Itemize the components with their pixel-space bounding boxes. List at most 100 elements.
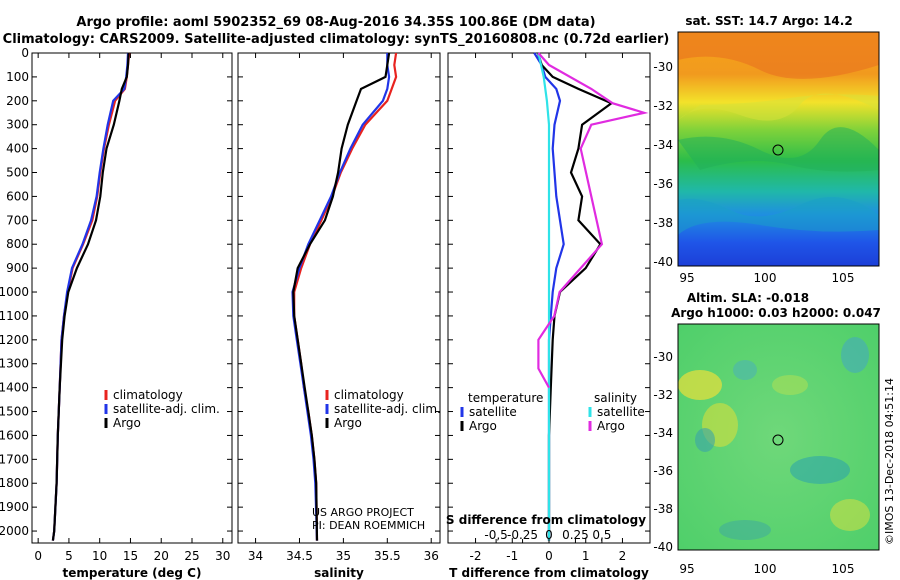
- x-tick-label: 2: [619, 549, 627, 563]
- depth-tick-label: 1800: [0, 476, 29, 490]
- sla-ytick: -32: [653, 388, 673, 402]
- legend-title: salinity: [594, 391, 637, 405]
- title-line1: Argo profile: aoml 5902352_69 08-Aug-201…: [76, 15, 595, 30]
- x-tick-label: 0: [545, 549, 553, 563]
- x-tick-label: 15: [123, 549, 138, 563]
- depth-tick-label: 200: [6, 94, 29, 108]
- sst-xtick: 100: [754, 271, 777, 285]
- depth-tick-label: 1900: [0, 500, 29, 514]
- series-s-satellite: [537, 52, 551, 541]
- legend-label: Argo: [469, 419, 497, 433]
- x-tick-label: 35.5: [374, 549, 401, 563]
- x-tick-label: 1: [582, 549, 590, 563]
- x-tick-label: 34.5: [286, 549, 313, 563]
- depth-tick-label: 100: [6, 70, 29, 84]
- sst-map-ticks: -30 -32 -34 -36 -38 -40 95 100 105: [653, 60, 854, 285]
- sst-ytick: -40: [653, 255, 673, 269]
- sla-ytick: -30: [653, 350, 673, 364]
- series-argo: [292, 52, 391, 541]
- series-argo: [51, 52, 130, 541]
- sla-map-title: Altim. SLA: -0.018: [687, 291, 809, 305]
- x-tick-label: 30: [215, 549, 230, 563]
- legend-label: climatology: [113, 388, 183, 402]
- x-tick-label: 25: [184, 549, 199, 563]
- sst-ytick: -38: [653, 216, 673, 230]
- sla-ytick: -36: [653, 464, 673, 478]
- x-tick-label: 10: [92, 549, 107, 563]
- depth-tick-label: 1300: [0, 357, 29, 371]
- x-tick-label: 20: [154, 549, 169, 563]
- depth-tick-label: 1500: [0, 405, 29, 419]
- depth-tick-label: 0: [21, 46, 29, 60]
- sla-xtick: 100: [754, 562, 777, 576]
- legend-label: Argo: [113, 416, 141, 430]
- depth-tick-label: 2000: [0, 524, 29, 538]
- legend-label: satellite: [469, 405, 517, 419]
- sla-ytick: -40: [653, 540, 673, 554]
- series-satellite-adj-clim-: [291, 53, 391, 541]
- sla-ytick: -38: [653, 502, 673, 516]
- depth-tick-label: 1100: [0, 309, 29, 323]
- depth-tick-label: 900: [6, 261, 29, 275]
- sst-ytick: -36: [653, 177, 673, 191]
- depth-tick-label: 1400: [0, 381, 29, 395]
- series-s-argo: [537, 52, 649, 389]
- sst-ytick: -32: [653, 99, 673, 113]
- legend-title: temperature: [468, 391, 543, 405]
- depth-tick-label: 400: [6, 142, 29, 156]
- depth-tick-label: 800: [6, 237, 29, 251]
- x-axis-label: salinity: [314, 566, 364, 580]
- temperature-profile-panel: 0100200300400500600700800900100011001200…: [0, 46, 233, 580]
- salinity-profile-panel: 34 34.5 35 35.5 36 salinity climatologysatelli…: [237, 52, 441, 580]
- depth-tick-label: 1200: [0, 333, 29, 347]
- sla-map-argo-marker: [772, 434, 784, 446]
- secondary-tick-label: 0,5: [592, 528, 611, 542]
- secondary-axis-label: S difference from climatology: [446, 513, 646, 527]
- x-tick-label: 36: [424, 549, 439, 563]
- legend-label: Argo: [334, 416, 362, 430]
- depth-tick-label: 1000: [0, 285, 29, 299]
- sst-map-frame: [677, 31, 880, 267]
- sla-xtick: 95: [679, 562, 694, 576]
- x-axis-label: temperature (deg C): [63, 566, 202, 580]
- depth-tick-label: 300: [6, 118, 29, 132]
- difference-profile-panel: -2 -1 0 1 2 T difference from climatology temp…: [446, 52, 651, 580]
- x-tick-label: 5: [65, 549, 73, 563]
- sst-xtick: 95: [679, 271, 694, 285]
- depth-tick-label: 600: [6, 189, 29, 203]
- title-line2: Climatology: CARS2009. Satellite-adjuste…: [3, 32, 670, 47]
- annotation-text: PI: DEAN ROEMMICH: [312, 519, 425, 532]
- sla-xtick: 105: [832, 562, 855, 576]
- x-tick-label: -1: [506, 549, 518, 563]
- sla-map: Altim. SLA: -0.018 Argo h1000: 0.03 h200…: [653, 291, 881, 576]
- sst-map-argo-marker: [772, 144, 784, 156]
- plot-frame: [237, 52, 441, 544]
- sst-ytick: -34: [653, 138, 673, 152]
- secondary-tick-label: 0.25: [562, 528, 589, 542]
- depth-tick-label: 500: [6, 166, 29, 180]
- x-tick-label: 34: [248, 549, 263, 563]
- depth-tick-label: 700: [6, 213, 29, 227]
- x-tick-label: -2: [470, 549, 482, 563]
- sla-ytick: -34: [653, 426, 673, 440]
- sla-map-frame: [677, 323, 880, 551]
- legend-label: Argo: [597, 419, 625, 433]
- x-tick-label: 35: [336, 549, 351, 563]
- legend-label: satellite-adj. clim.: [113, 402, 220, 416]
- secondary-tick-label: -0.25: [507, 528, 538, 542]
- sst-map-title: sat. SST: 14.7 Argo: 14.2: [685, 14, 852, 28]
- x-axis-label: T difference from climatology: [449, 566, 649, 580]
- depth-tick-label: 1700: [0, 452, 29, 466]
- series-satellite-adj-clim-: [51, 52, 130, 541]
- sst-xtick: 105: [832, 271, 855, 285]
- legend-label: climatology: [334, 388, 404, 402]
- annotation-text: US ARGO PROJECT: [312, 506, 414, 519]
- sst-map-texture: [678, 32, 879, 235]
- watermark: ©IMOS 13-Dec-2018 04:51:14: [883, 378, 896, 545]
- sla-map-ticks: -30 -32 -34 -36 -38 -40 95 100 105: [653, 350, 854, 576]
- series-climatology: [51, 52, 131, 541]
- sla-map-title2: Argo h1000: 0.03 h2000: 0.047: [671, 306, 881, 320]
- sla-map-texture: [678, 337, 870, 540]
- x-tick-label: 0: [34, 549, 42, 563]
